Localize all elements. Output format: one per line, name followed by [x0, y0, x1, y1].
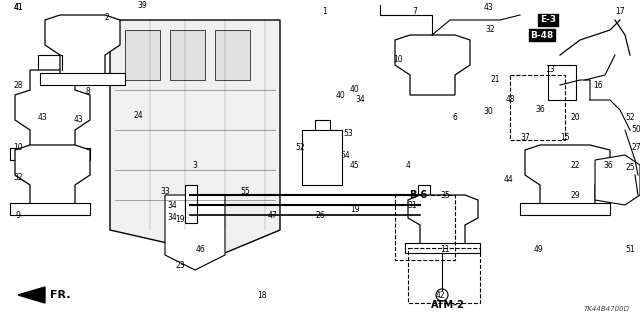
Text: 15: 15 [560, 133, 570, 143]
Text: 46: 46 [195, 246, 205, 255]
Text: 45: 45 [350, 160, 360, 169]
Text: ATM-2: ATM-2 [431, 300, 465, 310]
Text: 39: 39 [137, 1, 147, 10]
Polygon shape [408, 195, 478, 245]
Text: 34: 34 [355, 95, 365, 105]
Polygon shape [525, 145, 610, 205]
Text: 10: 10 [393, 56, 403, 64]
Text: 31: 31 [407, 201, 417, 210]
Text: 40: 40 [335, 91, 345, 100]
Bar [510, 75, 565, 140]
Text: 47: 47 [267, 211, 277, 219]
Text: E-3: E-3 [540, 16, 556, 25]
Text: B-6: B-6 [409, 190, 427, 200]
Text: 33: 33 [160, 188, 170, 197]
Text: 36: 36 [603, 160, 613, 169]
Polygon shape [18, 287, 45, 303]
Polygon shape [595, 155, 640, 205]
Text: 55: 55 [240, 188, 250, 197]
Polygon shape [15, 70, 90, 150]
Circle shape [436, 289, 448, 301]
Bar [302, 130, 342, 185]
Text: 19: 19 [175, 216, 185, 225]
Text: 10: 10 [13, 144, 23, 152]
Text: 48: 48 [505, 95, 515, 105]
Text: 37: 37 [520, 133, 530, 143]
Polygon shape [395, 35, 470, 95]
Text: 8: 8 [86, 87, 90, 97]
Text: 29: 29 [570, 190, 580, 199]
Text: 41: 41 [13, 4, 23, 12]
Text: 13: 13 [545, 65, 555, 75]
Text: 41: 41 [13, 4, 23, 12]
Text: 21: 21 [490, 76, 500, 85]
Text: 25: 25 [625, 164, 635, 173]
Bar [215, 30, 250, 80]
Text: 49: 49 [533, 246, 543, 255]
Text: 50: 50 [631, 125, 640, 135]
Text: 43: 43 [483, 4, 493, 12]
Text: B-48: B-48 [531, 31, 554, 40]
Bar [10, 203, 90, 215]
Text: 28: 28 [13, 80, 23, 90]
Text: 6: 6 [452, 114, 458, 122]
Text: 34: 34 [167, 201, 177, 210]
Bar [170, 30, 205, 80]
Text: 11: 11 [440, 246, 450, 255]
Text: 34: 34 [167, 213, 177, 222]
Bar [395, 195, 455, 260]
Text: 9: 9 [15, 211, 20, 219]
Bar [408, 248, 480, 303]
Text: 40: 40 [350, 85, 360, 94]
Text: 43: 43 [37, 113, 47, 122]
Text: 16: 16 [593, 80, 603, 90]
Text: 22: 22 [570, 160, 580, 169]
Text: 3: 3 [193, 160, 197, 169]
Bar [418, 185, 430, 223]
Text: 18: 18 [257, 291, 267, 300]
Bar [10, 148, 90, 160]
Text: 4: 4 [406, 160, 410, 169]
Polygon shape [110, 20, 280, 255]
Polygon shape [165, 195, 225, 270]
Text: 20: 20 [570, 114, 580, 122]
Bar [520, 203, 610, 215]
Text: 42: 42 [435, 291, 445, 300]
Text: 36: 36 [535, 106, 545, 115]
Text: 19: 19 [350, 205, 360, 214]
Bar [125, 30, 160, 80]
Polygon shape [45, 15, 120, 75]
Text: 35: 35 [440, 190, 450, 199]
Bar [185, 185, 197, 223]
Bar [405, 243, 480, 253]
Text: TK44B4700D: TK44B4700D [584, 306, 630, 312]
Text: 32: 32 [485, 26, 495, 34]
Text: 24: 24 [133, 110, 143, 120]
Text: 43: 43 [73, 115, 83, 124]
Text: 44: 44 [503, 175, 513, 184]
Text: 1: 1 [323, 8, 328, 17]
Bar [40, 73, 125, 85]
Bar [548, 65, 576, 100]
Polygon shape [15, 145, 90, 205]
Text: 52: 52 [625, 114, 635, 122]
Text: 27: 27 [631, 144, 640, 152]
Text: 52: 52 [295, 144, 305, 152]
Text: 32: 32 [13, 174, 23, 182]
Text: 51: 51 [625, 246, 635, 255]
Text: 23: 23 [175, 261, 185, 270]
Text: FR.: FR. [50, 290, 70, 300]
Text: 26: 26 [315, 211, 325, 219]
Text: 7: 7 [413, 8, 417, 17]
Text: 2: 2 [104, 13, 109, 23]
Text: 17: 17 [615, 8, 625, 17]
Text: 53: 53 [343, 129, 353, 137]
Text: 54: 54 [340, 151, 350, 160]
Text: 30: 30 [483, 108, 493, 116]
